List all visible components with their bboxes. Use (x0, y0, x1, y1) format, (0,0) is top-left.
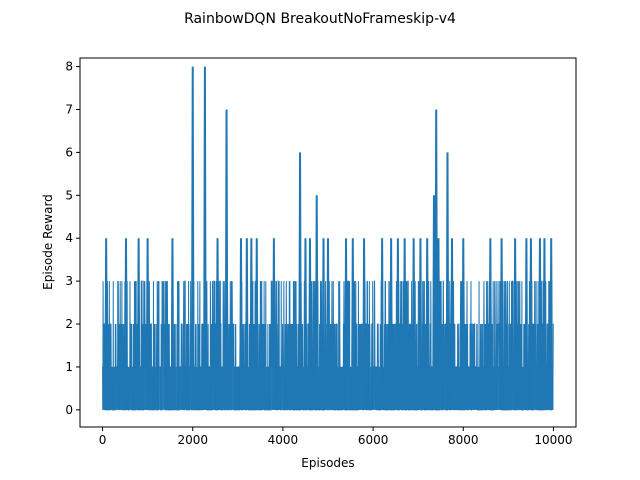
series-spike (326, 238, 330, 410)
series-spike (389, 238, 393, 410)
series-spike (245, 238, 249, 410)
series-spike (303, 238, 308, 410)
plot-area (102, 66, 554, 411)
series-spike (411, 238, 416, 410)
series-spike (461, 238, 466, 410)
series-spike (170, 238, 175, 410)
y-tick-label: 5 (65, 188, 73, 202)
series-spike (524, 238, 529, 410)
y-axis: 0 1 2 3 4 5 6 7 8 (65, 60, 80, 417)
series-spike (396, 238, 400, 410)
series-spike (432, 195, 436, 410)
y-tick-label: 1 (65, 360, 73, 374)
series-spike (538, 238, 542, 410)
chart-title: RainbowDQN BreakoutNoFrameskip-v4 (184, 11, 456, 27)
series-spike (513, 238, 517, 410)
series-spike (239, 238, 243, 410)
series-spike (308, 238, 312, 410)
x-tick-label: 8000 (448, 433, 479, 447)
y-axis-label: Episode Reward (41, 194, 55, 290)
x-axis: 0 2000 4000 6000 8000 10000 (99, 427, 573, 447)
series-spike (425, 238, 429, 410)
series-spike (402, 238, 407, 410)
y-tick-label: 0 (65, 403, 73, 417)
series-spike (445, 152, 450, 410)
series-spike (542, 238, 547, 410)
x-tick-label: 0 (99, 433, 107, 447)
x-tick-label: 6000 (358, 433, 389, 447)
y-tick-label: 4 (65, 231, 73, 245)
series-spike (529, 238, 533, 410)
series-spike (436, 238, 441, 410)
y-tick-label: 7 (65, 102, 73, 116)
x-tick-label: 10000 (534, 433, 572, 447)
series-spike (321, 238, 326, 410)
x-tick-label: 2000 (177, 433, 208, 447)
series-spike (351, 238, 355, 410)
series-spike (124, 238, 128, 410)
y-tick-label: 2 (65, 317, 73, 331)
x-axis-label: Episodes (301, 456, 354, 470)
series-spike (272, 238, 276, 410)
series-spike (434, 109, 439, 410)
series-spike (215, 238, 220, 410)
series-spike (380, 238, 384, 410)
y-tick-label: 3 (65, 274, 73, 288)
series-spike (450, 238, 454, 410)
series-spike (344, 238, 348, 410)
series-spike (418, 238, 423, 410)
series-spike (362, 238, 366, 410)
y-tick-label: 8 (65, 60, 73, 74)
series-spike (254, 238, 259, 410)
series-spike (298, 152, 302, 410)
series-spike (314, 195, 319, 410)
series-spike (488, 238, 493, 410)
series-spike (203, 66, 207, 410)
series-spike (136, 238, 141, 410)
series-spike (145, 238, 150, 410)
x-tick-label: 4000 (268, 433, 299, 447)
plot-frame (79, 57, 577, 428)
series-spike (249, 238, 254, 410)
series-spike (499, 238, 504, 410)
series-spike (224, 109, 229, 410)
series-spike (549, 238, 553, 410)
series-spike (190, 66, 195, 410)
series-spike (104, 238, 108, 410)
y-tick-label: 6 (65, 145, 73, 159)
